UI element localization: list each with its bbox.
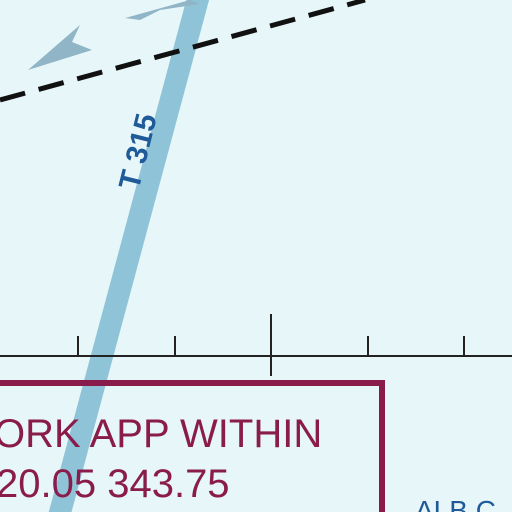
route-arrow [125, 0, 200, 20]
frequency-box [0, 380, 385, 512]
frequency-line2: 20.05 343.75 [0, 462, 230, 506]
frequency-line1: ORK APP WITHIN [0, 412, 322, 456]
route-arrow [28, 25, 92, 70]
boundary-line [0, 0, 366, 103]
corner-label: ALB C [415, 495, 496, 512]
route-line [48, 0, 210, 512]
scale-bar [0, 314, 512, 376]
